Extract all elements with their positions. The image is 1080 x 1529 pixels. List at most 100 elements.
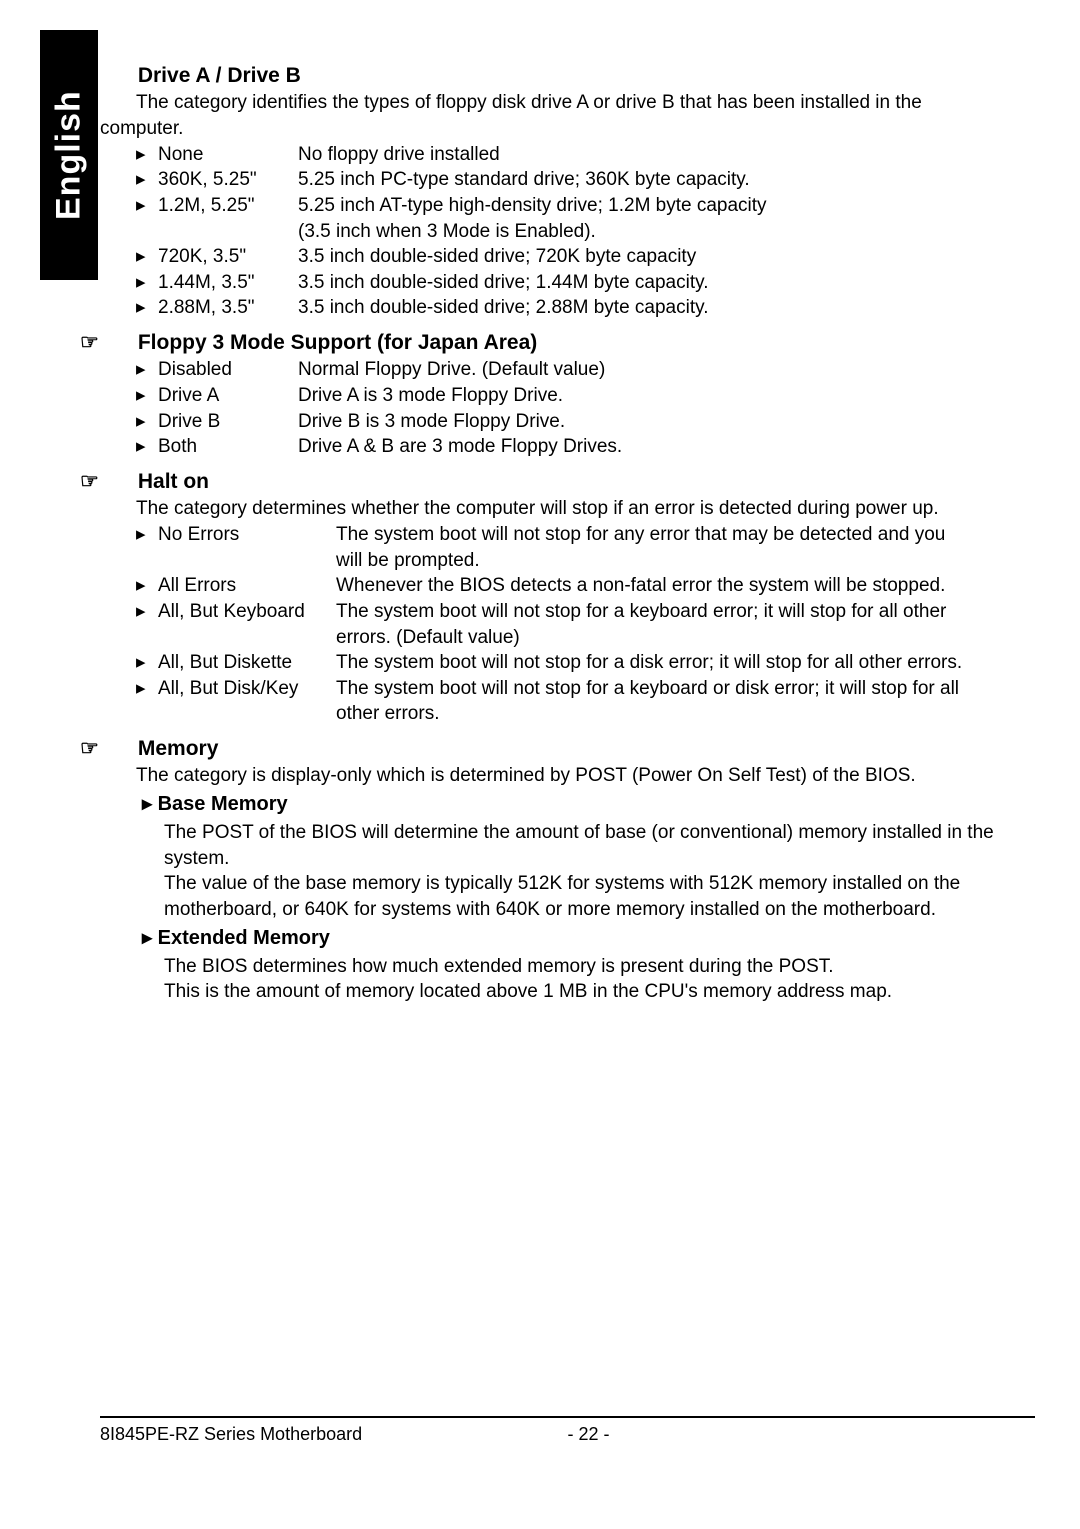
option-row: ▸720K, 3.5"3.5 inch double-sided drive; …: [136, 244, 1035, 270]
bullet-icon: [136, 548, 158, 574]
subsection-title-text: Extended Memory: [158, 927, 330, 949]
option-row: ▸No ErrorsThe system boot will not stop …: [136, 522, 1035, 548]
section-title: ☞ Halt on: [136, 468, 1035, 496]
section-intro-line2: computer.: [100, 116, 1035, 142]
section-title-text: Halt on: [138, 470, 209, 493]
hand-icon: ☞: [108, 329, 132, 357]
section-title-text: Floppy 3 Mode Support (for Japan Area): [138, 331, 537, 354]
subsection-title-text: Base Memory: [158, 793, 288, 815]
hand-icon: ☞: [108, 468, 132, 496]
option-row: other errors.: [136, 701, 1035, 727]
option-key: 2.88M, 3.5": [158, 295, 298, 321]
bullet-icon: ▸: [136, 295, 158, 321]
option-row: ▸BothDrive A & B are 3 mode Floppy Drive…: [136, 434, 1035, 460]
subsection-paragraph: The BIOS determines how much extended me…: [164, 954, 1035, 980]
option-value: Drive B is 3 mode Floppy Drive.: [298, 409, 1035, 435]
option-row: ▸All, But Disk/KeyThe system boot will n…: [136, 676, 1035, 702]
subsection-paragraph: This is the amount of memory located abo…: [164, 979, 1035, 1005]
bullet-icon: ▸: [136, 599, 158, 625]
option-value: 3.5 inch double-sided drive; 1.44M byte …: [298, 270, 1035, 296]
option-value: The system boot will not stop for a disk…: [336, 650, 1035, 676]
section-title-text: Drive A / Drive B: [138, 64, 301, 87]
option-row: errors. (Default value): [136, 625, 1035, 651]
section-title: ☞ Drive A / Drive B: [136, 62, 1035, 90]
option-key: Drive B: [158, 409, 298, 435]
bullet-icon: [136, 701, 158, 727]
option-value: Whenever the BIOS detects a non-fatal er…: [336, 573, 1035, 599]
section-drive-ab: ☞ Drive A / Drive B The category identif…: [100, 62, 1035, 321]
option-key: [158, 548, 336, 574]
footer-page-number: - 22 -: [568, 1424, 1036, 1445]
option-value: (3.5 inch when 3 Mode is Enabled).: [298, 219, 1035, 245]
subsection-title: ▸ Base Memory: [164, 791, 1035, 818]
option-list: ▸NoneNo floppy drive installed▸360K, 5.2…: [136, 142, 1035, 321]
option-row: ▸NoneNo floppy drive installed: [136, 142, 1035, 168]
bullet-icon: ▸: [142, 793, 158, 815]
option-key: [158, 625, 336, 651]
bullet-icon: ▸: [136, 142, 158, 168]
option-key: Drive A: [158, 383, 298, 409]
option-row: ▸Drive ADrive A is 3 mode Floppy Drive.: [136, 383, 1035, 409]
option-value: 3.5 inch double-sided drive; 720K byte c…: [298, 244, 1035, 270]
bullet-icon: ▸: [136, 244, 158, 270]
bullet-icon: ▸: [136, 573, 158, 599]
option-value: The system boot will not stop for a keyb…: [336, 676, 1035, 702]
hand-icon: ☞: [108, 735, 132, 763]
subsection-title: ▸ Extended Memory: [164, 925, 1035, 952]
section-title: ☞ Floppy 3 Mode Support (for Japan Area): [136, 329, 1035, 357]
option-row: ▸Drive BDrive B is 3 mode Floppy Drive.: [136, 409, 1035, 435]
option-value: will be prompted.: [336, 548, 1035, 574]
option-key: Disabled: [158, 357, 298, 383]
option-key: [158, 701, 336, 727]
page-footer: 8I845PE-RZ Series Motherboard - 22 -: [100, 1416, 1035, 1445]
option-list: ▸DisabledNormal Floppy Drive. (Default v…: [136, 357, 1035, 460]
option-key: Both: [158, 434, 298, 460]
option-key: All, But Keyboard: [158, 599, 336, 625]
option-row: ▸1.2M, 5.25"5.25 inch AT-type high-densi…: [136, 193, 1035, 219]
option-key: 720K, 3.5": [158, 244, 298, 270]
bullet-icon: ▸: [136, 522, 158, 548]
bullet-icon: [136, 219, 158, 245]
section-title: ☞ Memory: [136, 735, 1035, 763]
option-key: None: [158, 142, 298, 168]
option-value: Drive A & B are 3 mode Floppy Drives.: [298, 434, 1035, 460]
option-row: ▸2.88M, 3.5"3.5 inch double-sided drive;…: [136, 295, 1035, 321]
option-value: 5.25 inch AT-type high-density drive; 1.…: [298, 193, 1035, 219]
option-row: ▸DisabledNormal Floppy Drive. (Default v…: [136, 357, 1035, 383]
option-key: 1.2M, 5.25": [158, 193, 298, 219]
section-floppy3: ☞ Floppy 3 Mode Support (for Japan Area)…: [100, 329, 1035, 460]
option-key: No Errors: [158, 522, 336, 548]
option-key: 1.44M, 3.5": [158, 270, 298, 296]
bullet-icon: ▸: [136, 270, 158, 296]
option-value: The system boot will not stop for any er…: [336, 522, 1035, 548]
option-row: ▸360K, 5.25"5.25 inch PC-type standard d…: [136, 167, 1035, 193]
option-value: other errors.: [336, 701, 1035, 727]
section-intro: The category determines whether the comp…: [136, 496, 1035, 522]
bullet-icon: ▸: [136, 676, 158, 702]
footer-left: 8I845PE-RZ Series Motherboard: [100, 1424, 568, 1445]
bullet-icon: ▸: [142, 927, 158, 949]
bullet-icon: ▸: [136, 357, 158, 383]
option-list: ▸No ErrorsThe system boot will not stop …: [136, 522, 1035, 727]
subsection-paragraph: The value of the base memory is typicall…: [164, 871, 1035, 922]
option-row: ▸All, But DisketteThe system boot will n…: [136, 650, 1035, 676]
option-value: errors. (Default value): [336, 625, 1035, 651]
option-value: The system boot will not stop for a keyb…: [336, 599, 1035, 625]
section-intro-line1: The category identifies the types of flo…: [136, 90, 1035, 116]
option-row: ▸1.44M, 3.5"3.5 inch double-sided drive;…: [136, 270, 1035, 296]
option-value: 5.25 inch PC-type standard drive; 360K b…: [298, 167, 1035, 193]
section-intro: The category is display-only which is de…: [136, 763, 1035, 789]
section-halton: ☞ Halt on The category determines whethe…: [100, 468, 1035, 727]
option-key: All, But Disk/Key: [158, 676, 336, 702]
memory-subsections: ▸ Base MemoryThe POST of the BIOS will d…: [100, 791, 1035, 1005]
option-key: [158, 219, 298, 245]
option-key: 360K, 5.25": [158, 167, 298, 193]
bullet-icon: ▸: [136, 434, 158, 460]
option-value: Drive A is 3 mode Floppy Drive.: [298, 383, 1035, 409]
bullet-icon: ▸: [136, 650, 158, 676]
bullet-icon: [136, 625, 158, 651]
option-row: ▸All ErrorsWhenever the BIOS detects a n…: [136, 573, 1035, 599]
option-value: Normal Floppy Drive. (Default value): [298, 357, 1035, 383]
option-value: 3.5 inch double-sided drive; 2.88M byte …: [298, 295, 1035, 321]
option-value: No floppy drive installed: [298, 142, 1035, 168]
